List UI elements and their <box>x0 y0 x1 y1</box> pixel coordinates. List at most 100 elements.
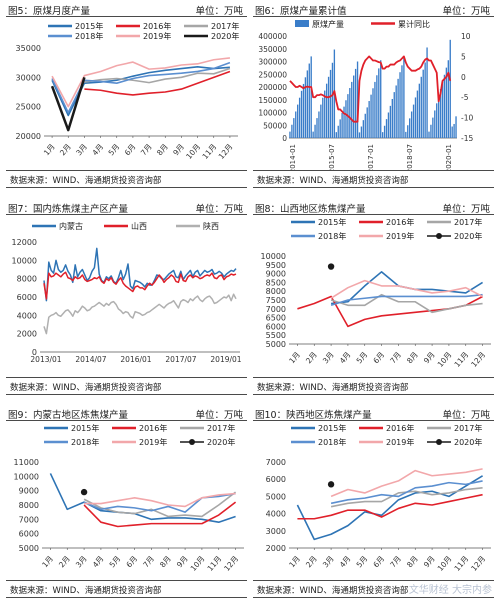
bar <box>343 106 345 138</box>
legend-label: 山西 <box>131 221 147 231</box>
y-tick-label: 12000 <box>12 238 37 247</box>
legend-label: 2019年 <box>386 231 414 241</box>
x-tick-label: 4月 <box>338 350 353 365</box>
x-tick-label: 10月 <box>189 554 207 573</box>
series-line <box>330 279 483 299</box>
y-tick-label: 9000 <box>19 487 39 496</box>
bar <box>335 132 337 138</box>
y-tick-label: 9500 <box>266 261 286 270</box>
bar <box>418 83 421 138</box>
bar <box>397 78 399 138</box>
legend-label: 2016年 <box>143 21 171 31</box>
x-tick-label: 12月 <box>469 554 487 573</box>
x-tick-label: 2020-01 <box>445 144 453 170</box>
y-tick-label: 100000 <box>258 109 287 118</box>
y-tick-label: 5000 <box>266 340 286 349</box>
y-tick-label: 30000 <box>16 73 41 82</box>
chart-svg: 2000 3000 4000 5000 6000 7000 1月 2月 3月 4月 5月 6月 7月 8月… <box>266 423 491 573</box>
chart-svg: 5000550060006500700075008000850090009500… <box>261 217 491 369</box>
series-line <box>50 76 86 132</box>
y-tick-label: 6000 <box>17 293 37 302</box>
bar <box>351 81 353 138</box>
bar <box>439 89 442 138</box>
x-tick-label: 12月 <box>222 554 240 573</box>
legend-label: 2015年 <box>71 423 99 433</box>
bar <box>393 92 395 138</box>
x-tick-label: 10月 <box>436 350 454 369</box>
panel-header: 图6：原煤产量累计值 单位：万吨 <box>253 2 494 17</box>
legend-marker <box>436 233 442 239</box>
x-tick-label: 2月 <box>58 142 73 157</box>
x-tick-label: 2015-07 <box>328 144 336 170</box>
x-tick-label: 5月 <box>355 554 370 569</box>
y-right-tick-label: 0 <box>461 73 466 82</box>
chart-title: 图6：原煤产量累计值 <box>255 6 347 17</box>
y-tick-label: 250000 <box>258 70 287 79</box>
x-tick-label: 2017-01 <box>367 144 375 170</box>
bar <box>414 97 417 138</box>
chart-panel-10: 图10：陕西地区炼焦煤产量 单位：万吨 2000 3000 4000 5000 6000… <box>253 406 494 598</box>
x-tick-label: 5月 <box>355 350 370 365</box>
panel-footer: 数据来源：WIND、海通期货投资咨询部 <box>6 580 247 598</box>
x-tick-label: 12月 <box>217 142 235 161</box>
bar <box>325 83 328 138</box>
bar <box>298 97 301 138</box>
bar <box>385 119 388 138</box>
bar <box>416 90 419 138</box>
series-line <box>83 501 237 528</box>
source-note: 数据来源：WIND、海通期货投资咨询部 <box>10 176 162 186</box>
panel-footer: 数据来源：WIND、海通期货投资咨询部 <box>6 377 247 395</box>
series-line <box>84 492 236 508</box>
x-tick-label: 5月 <box>108 554 123 569</box>
series-line <box>51 57 231 108</box>
y-tick-label: 3000 <box>266 527 286 536</box>
panel-header: 图10：陕西地区炼焦煤产量 单位：万吨 <box>253 406 494 421</box>
x-tick-label: 2019/01 <box>210 355 241 364</box>
legend-label: 2017年 <box>454 217 482 227</box>
y-tick-label: 4000 <box>266 510 286 519</box>
bar <box>362 120 365 138</box>
x-tick-label: 2014-01 <box>289 144 297 170</box>
bar <box>410 111 413 138</box>
bar <box>403 57 405 138</box>
x-tick-label: 2014/07 <box>75 355 106 364</box>
legend-swatch <box>295 20 309 27</box>
bar <box>316 118 318 138</box>
series-line <box>330 293 483 307</box>
x-tick-label: 5月 <box>107 142 122 157</box>
bar <box>372 88 374 138</box>
bar <box>445 67 448 138</box>
y-tick-label: 9000 <box>266 270 286 279</box>
y-tick-label: 10000 <box>261 252 286 261</box>
unit-label: 单位：万吨 <box>442 6 490 17</box>
legend-label: 2015年 <box>75 21 103 31</box>
legend-label: 2016年 <box>139 423 167 433</box>
x-tick-label: 8月 <box>405 350 420 365</box>
bar <box>358 132 361 138</box>
y-tick-label: 25000 <box>16 103 41 112</box>
series-line <box>84 67 231 84</box>
bar <box>331 62 334 138</box>
bar <box>391 98 393 138</box>
chart-panel-7: 图7：国内炼焦煤主产区产量 单位：万吨 0 2000 4000 6000 8000 100… <box>6 200 247 396</box>
source-note: 数据来源：WIND、海通期货投资咨询部 <box>257 383 409 393</box>
bar <box>341 113 343 138</box>
y-tick-label: 0 <box>32 348 37 357</box>
x-tick-label: 11月 <box>205 554 223 573</box>
x-tick-label: 6月 <box>371 554 386 569</box>
y-right-tick-label: -10 <box>461 114 473 123</box>
panel-footer: 数据来源：WIND、海通期货投资咨询部 <box>6 170 247 188</box>
bar <box>360 126 363 138</box>
bar <box>426 47 428 138</box>
y-tick-label: 8000 <box>19 501 39 510</box>
bar <box>374 81 376 138</box>
bar <box>297 104 299 138</box>
chart-title: 图9：内蒙古地区炼焦煤产量 <box>8 410 129 421</box>
bar <box>314 124 316 138</box>
y-tick-label: 200000 <box>258 83 287 92</box>
y-tick-label: 5000 <box>266 492 286 501</box>
legend-marker <box>436 439 442 445</box>
y-right-tick-label: 10 <box>461 32 471 41</box>
chart-title: 图8：山西地区炼焦煤产量 <box>255 204 366 215</box>
bar <box>304 77 307 138</box>
